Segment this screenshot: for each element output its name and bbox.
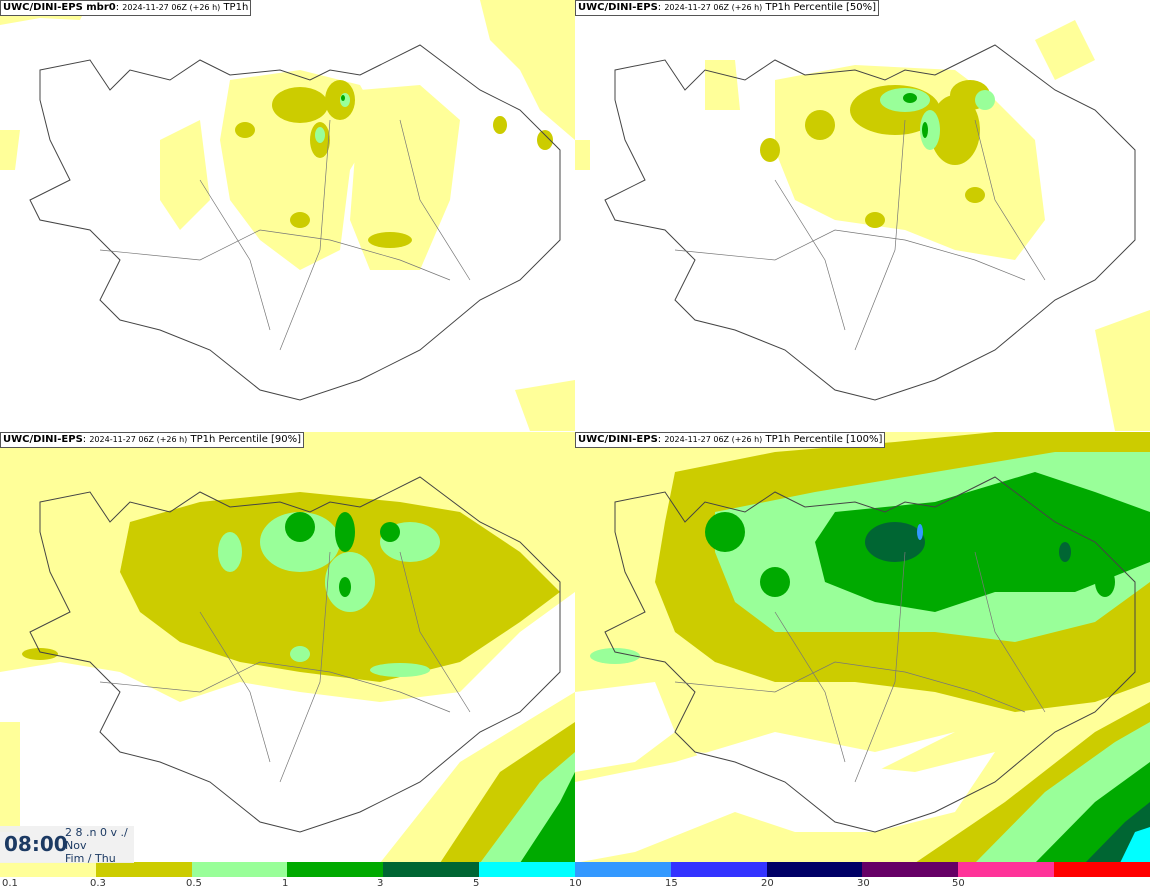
legend-swatch [1054,862,1150,877]
map-panel-p100: UWC/DINI-EPS: 2024-11-27 06Z (+26 h) TP1… [575,432,1150,863]
legend-swatch [670,862,767,877]
map-panel-mbr0: UWC/DINI-EPS mbr0: 2024-11-27 06Z (+26 h… [0,0,575,431]
legend-swatch [574,862,671,877]
legend-tick-label: 10 [569,878,582,889]
precip-map [575,432,1150,863]
legend-swatch [287,862,384,877]
legend-ticks: 0.1 0.3 0.5 1 3 5 10 15 20 30 50 [0,877,1150,891]
legend-tick-label: 3 [377,878,384,889]
legend-swatch [0,862,96,877]
legend-swatch [766,862,863,877]
valid-date: 2 8 .n 0 v ./ Nov Fim / Thu [65,826,128,865]
legend-tick-label: 0.1 [2,878,18,889]
precip-map [0,432,575,863]
legend-tick-label: 20 [761,878,774,889]
legend-tick-label: 0.3 [90,878,106,889]
valid-time: 08:00 [4,832,68,856]
legend-swatches [0,862,1150,877]
precip-map [575,20,1150,431]
panel-title: UWC/DINI-EPS: 2024-11-27 06Z (+26 h) TP1… [575,0,880,16]
legend-swatch [95,862,192,877]
legend-tick-label: 50 [952,878,965,889]
legend-tick-label: 0.5 [186,878,202,889]
legend-tick-label: 1 [282,878,289,889]
panel-title: UWC/DINI-EPS: 2024-11-27 06Z (+26 h) TP1… [575,432,886,448]
map-panel-p90: UWC/DINI-EPS: 2024-11-27 06Z (+26 h) TP1… [0,432,575,863]
panel-title: UWC/DINI-EPS mbr0: 2024-11-27 06Z (+26 h… [0,0,252,16]
legend-swatch [383,862,480,877]
legend-swatch [862,862,959,877]
legend-tick-label: 15 [665,878,678,889]
legend-tick-label: 30 [857,878,870,889]
legend-swatch [479,862,575,877]
map-panel-p50: UWC/DINI-EPS: 2024-11-27 06Z (+26 h) TP1… [575,0,1150,431]
legend-swatch [191,862,288,877]
panel-title: UWC/DINI-EPS: 2024-11-27 06Z (+26 h) TP1… [0,432,305,448]
legend-swatch [958,862,1055,877]
legend-tick-label: 5 [473,878,480,889]
precip-map [0,0,575,431]
valid-time-box: 08:00 2 8 .n 0 v ./ Nov Fim / Thu [0,826,134,865]
color-legend: 0.1 0.3 0.5 1 3 5 10 15 20 30 50 [0,862,1150,891]
